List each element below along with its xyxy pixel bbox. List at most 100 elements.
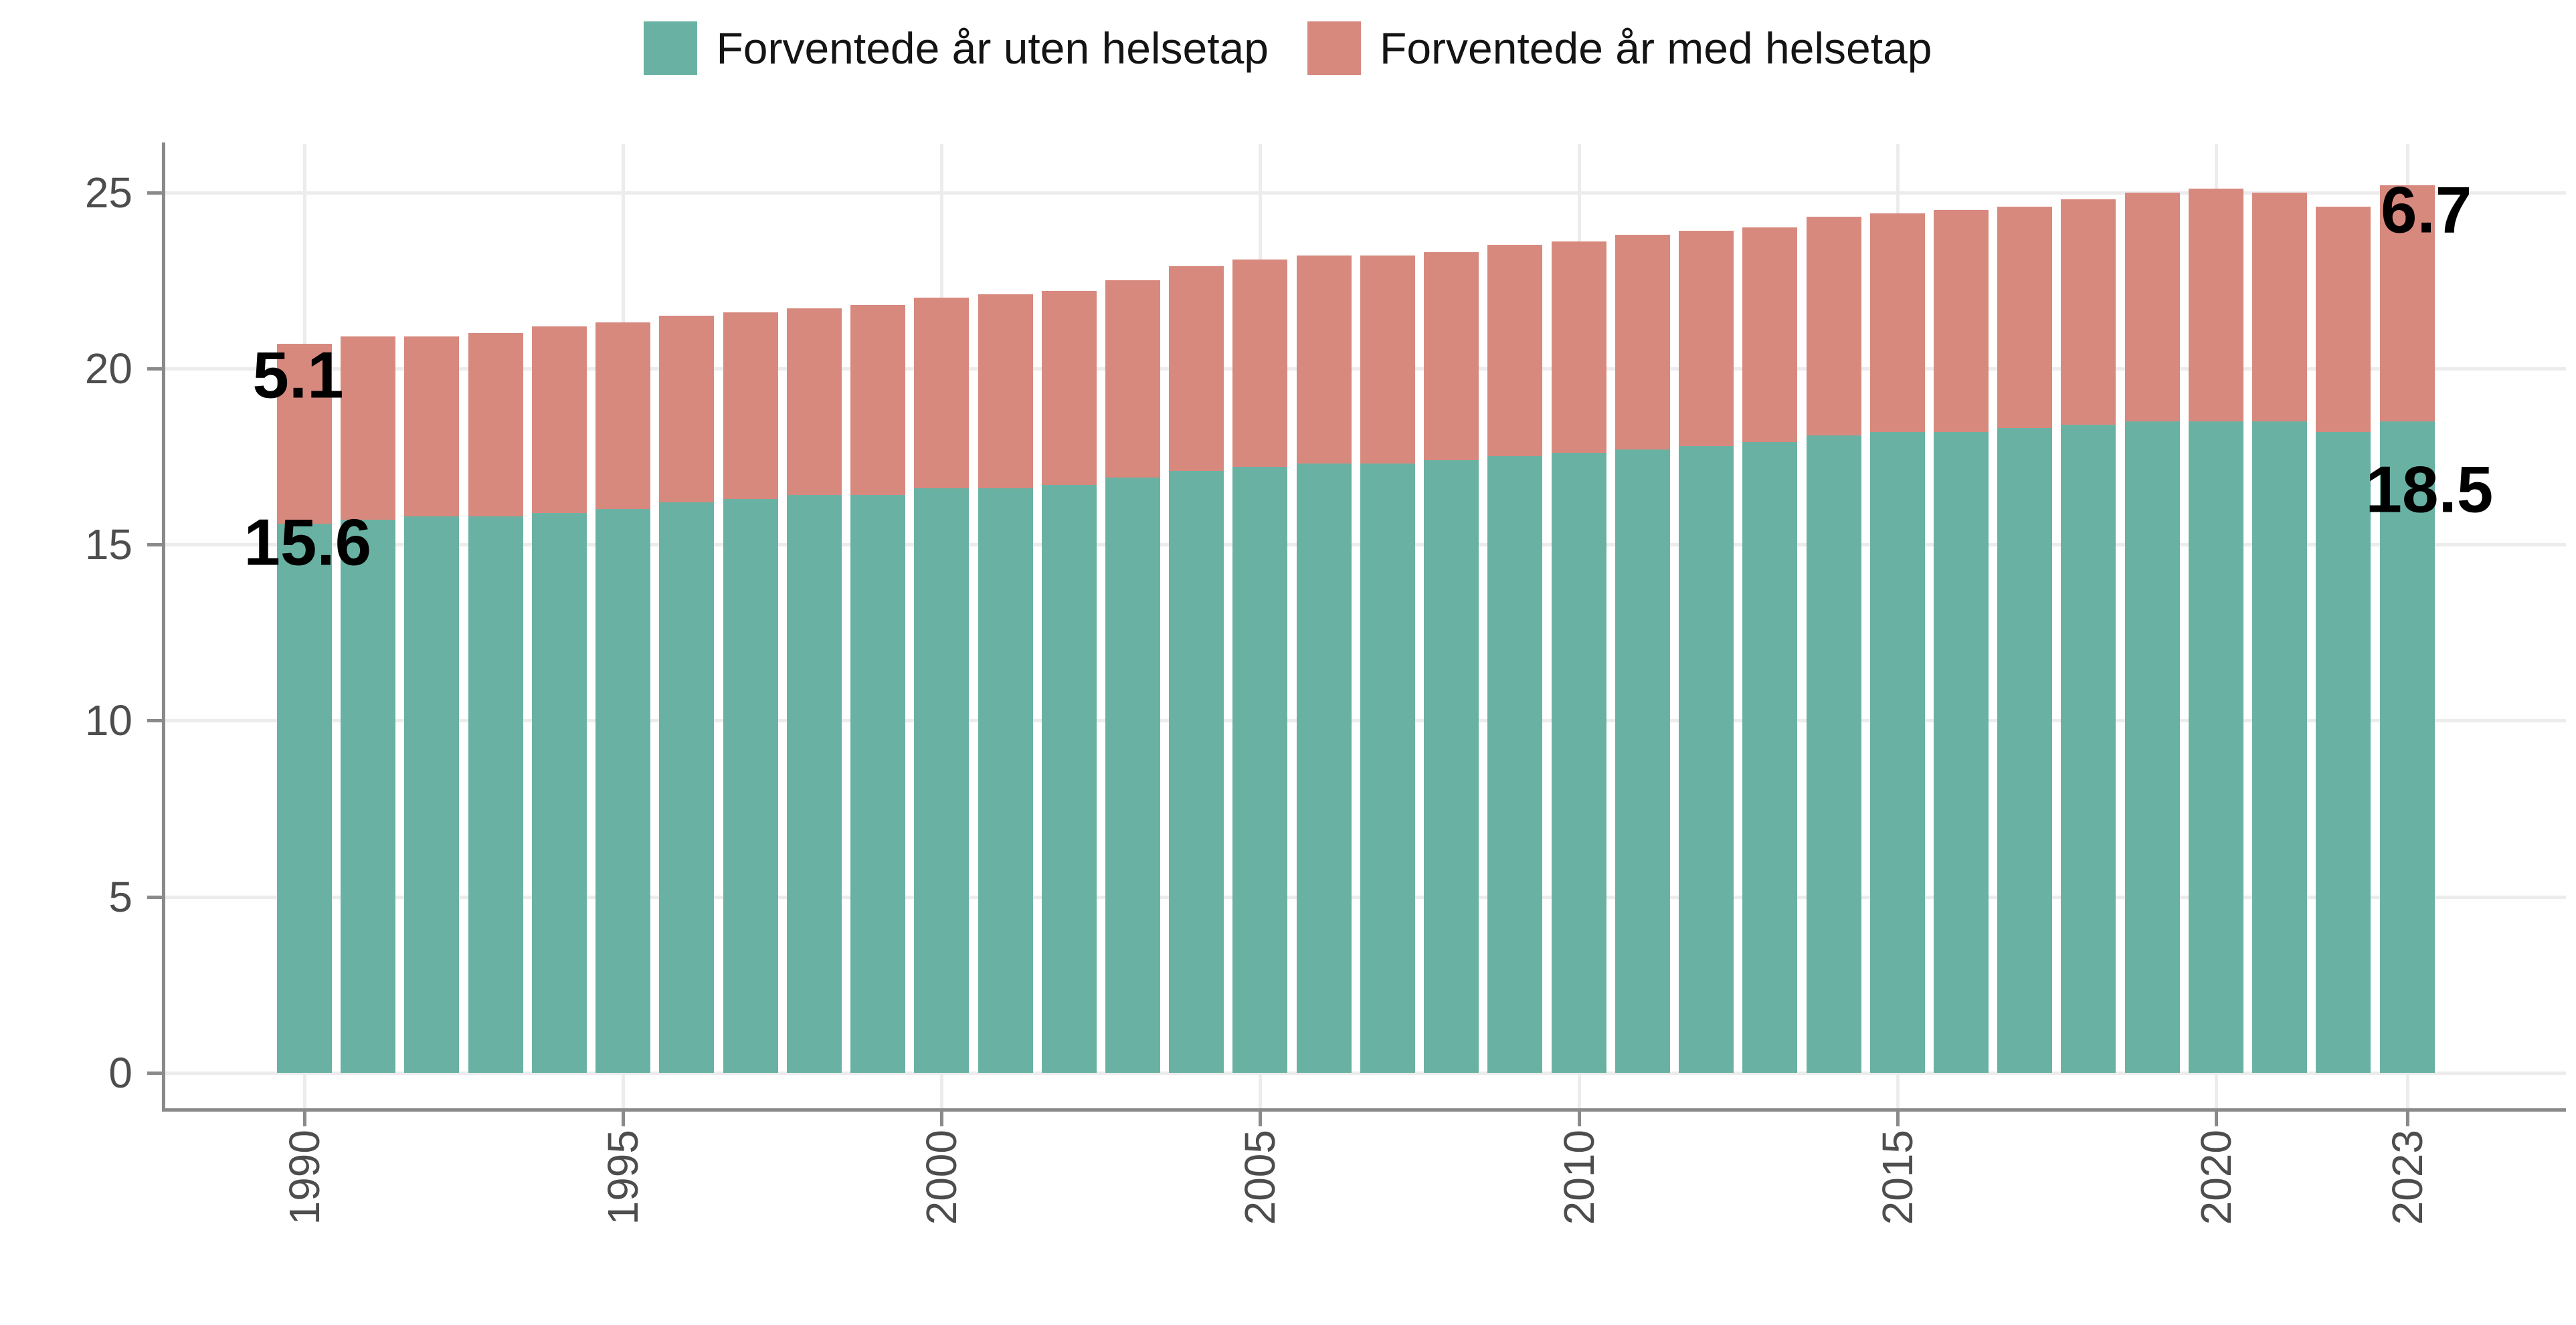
bar-2018-uten-helsetap [2061,425,2116,1073]
x-tick-label-1990: 1990 [280,1130,329,1225]
x-tick-label-2010: 2010 [1554,1130,1603,1225]
bar-1991-med-helsetap [341,336,396,520]
bar-2002-uten-helsetap [1041,484,1097,1073]
y-axis-line [162,142,165,1112]
bar-2008-med-helsetap [1424,252,1479,460]
bar-1990-med-helsetap [277,343,332,524]
bar-2004-uten-helsetap [1169,470,1224,1073]
y-tick-mark-0 [147,1072,162,1075]
annotation-label-5.1: 5.1 [252,338,344,412]
x-tick-label-2023: 2023 [2383,1130,2431,1225]
gridline-y-25 [165,191,2566,195]
annotation-label-15.6: 15.6 [244,505,372,579]
bar-2017-med-helsetap [1997,206,2053,429]
bar-2023-uten-helsetap [2379,421,2435,1073]
bar-2006-med-helsetap [1296,256,1352,464]
bar-1993-med-helsetap [468,333,523,516]
annotation-label-6.7: 6.7 [2381,173,2472,247]
bar-2019-uten-helsetap [2124,421,2180,1073]
y-tick-mark-10 [147,719,162,723]
bar-2016-med-helsetap [1933,209,1989,432]
bar-1999-med-helsetap [850,305,906,496]
bar-2015-uten-helsetap [1869,431,1925,1073]
bar-2006-uten-helsetap [1296,463,1352,1073]
bar-2001-med-helsetap [978,294,1033,488]
x-tick-mark-2000 [940,1112,944,1126]
bar-2003-uten-helsetap [1105,478,1160,1073]
bar-2017-uten-helsetap [1997,428,2053,1073]
bar-1995-uten-helsetap [595,509,651,1073]
bar-2020-uten-helsetap [2188,421,2243,1073]
bar-2012-uten-helsetap [1679,445,1734,1073]
bar-2005-med-helsetap [1232,259,1288,468]
bar-2009-uten-helsetap [1487,456,1543,1073]
legend-key-uten-helsetap-swatch [644,21,698,75]
y-tick-mark-25 [147,191,162,195]
x-tick-mark-2010 [1577,1112,1581,1126]
bar-1998-med-helsetap [786,308,842,496]
bar-2021-uten-helsetap [2252,421,2308,1073]
bar-1994-med-helsetap [531,326,587,513]
bar-2007-uten-helsetap [1360,463,1415,1073]
bar-1999-uten-helsetap [850,495,906,1073]
x-tick-label-2020: 2020 [2191,1130,2240,1225]
bar-1997-uten-helsetap [723,498,778,1073]
legend-entry-med-helsetap: Forventede år med helsetap [1307,21,1932,75]
y-tick-mark-15 [147,543,162,547]
legend: Forventede år uten helsetap Forventede å… [0,15,2576,82]
x-tick-mark-2015 [1896,1112,1900,1126]
x-tick-mark-2005 [1259,1112,1263,1126]
bar-2004-med-helsetap [1169,266,1224,471]
bar-2020-med-helsetap [2188,189,2243,421]
legend-label-uten-helsetap: Forventede år uten helsetap [716,23,1269,73]
bar-2015-med-helsetap [1869,213,1925,432]
bar-2005-uten-helsetap [1232,467,1288,1073]
bar-2012-med-helsetap [1679,231,1734,446]
bar-2019-med-helsetap [2124,192,2180,421]
bar-2014-uten-helsetap [1806,435,1861,1073]
gridline-y-0 [165,1072,2566,1075]
bar-2000-med-helsetap [914,298,970,488]
bar-2011-uten-helsetap [1615,449,1670,1073]
y-tick-mark-20 [147,367,162,371]
y-tick-mark-5 [147,895,162,899]
bar-2022-uten-helsetap [2316,431,2371,1073]
bar-1992-med-helsetap [404,336,460,516]
bar-1993-uten-helsetap [468,516,523,1073]
bar-2023-med-helsetap [2379,185,2435,421]
x-tick-label-1995: 1995 [599,1130,648,1225]
bar-1994-uten-helsetap [531,512,587,1073]
bar-2007-med-helsetap [1360,256,1415,464]
x-axis-line [162,1108,2566,1112]
bar-2002-med-helsetap [1041,290,1097,485]
bar-2010-med-helsetap [1551,241,1606,453]
bar-2016-uten-helsetap [1933,431,1989,1073]
bar-2003-med-helsetap [1105,280,1160,478]
bar-2001-uten-helsetap [978,488,1033,1073]
bar-2011-med-helsetap [1615,234,1670,449]
y-tick-label-10: 10 [84,696,132,745]
x-tick-label-2015: 2015 [1873,1130,1922,1225]
bar-1996-med-helsetap [659,315,715,502]
y-tick-label-5: 5 [108,872,132,921]
bar-1997-med-helsetap [723,312,778,499]
x-tick-mark-1990 [303,1112,306,1126]
annotation-label-18.5: 18.5 [2365,452,2494,526]
bar-2014-med-helsetap [1806,217,1861,435]
bar-2021-med-helsetap [2252,192,2308,421]
y-tick-label-15: 15 [84,520,132,569]
x-tick-mark-1995 [622,1112,626,1126]
bar-1991-uten-helsetap [341,520,396,1073]
bar-1998-uten-helsetap [786,495,842,1073]
bar-2013-med-helsetap [1742,227,1798,443]
x-tick-label-2000: 2000 [917,1130,966,1225]
legend-label-med-helsetap: Forventede år med helsetap [1380,23,1932,73]
legend-entry-uten-helsetap: Forventede år uten helsetap [644,21,1269,75]
bar-2013-uten-helsetap [1742,442,1798,1073]
bar-2009-med-helsetap [1487,245,1543,457]
bar-1996-uten-helsetap [659,502,715,1073]
legend-key-med-helsetap-swatch [1307,21,1362,75]
bar-1990-uten-helsetap [277,523,332,1073]
y-tick-label-25: 25 [84,168,132,217]
